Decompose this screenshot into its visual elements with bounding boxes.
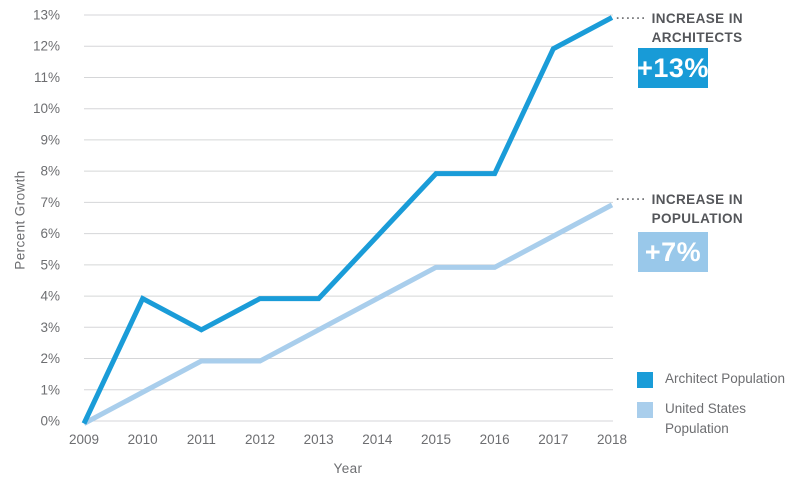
legend-swatch-icon	[637, 372, 653, 388]
y-tick-label: 1%	[40, 382, 60, 397]
series-line-architect-population	[81, 15, 614, 425]
annotation-population-text: INCREASE IN POPULATION	[652, 190, 744, 228]
y-tick-label: 0%	[40, 414, 60, 429]
y-tick-label: 3%	[40, 320, 60, 335]
annotation-architects-text: INCREASE IN ARCHITECTS	[652, 9, 743, 47]
dotted-connector-architects: ······	[616, 11, 647, 25]
y-tick-label: 10%	[33, 101, 60, 116]
y-tick-label: 8%	[40, 164, 60, 179]
annotation-population-row: ······ INCREASE IN POPULATION	[616, 190, 802, 228]
legend-item: United States Population	[637, 401, 789, 439]
dotted-connector-population: ······	[616, 192, 647, 206]
y-tick-label: 7%	[40, 195, 60, 210]
x-tick-label: 2014	[362, 432, 393, 447]
annotation-population-line2: POPULATION	[651, 211, 744, 226]
series-line-united-states-population	[82, 202, 614, 426]
x-tick-label: 2016	[480, 432, 510, 447]
annotation-architects-row: ······ INCREASE IN ARCHITECTS	[616, 9, 802, 47]
increase-architects-badge: +13%	[637, 48, 708, 88]
x-tick-label: 2009	[69, 432, 99, 447]
legend-label: Architect Population	[665, 371, 786, 386]
annotation-architects: ······ INCREASE IN ARCHITECTS +13%	[616, 9, 802, 88]
annotation-population-line1: INCREASE IN	[651, 192, 743, 207]
x-tick-label: 2010	[128, 432, 158, 447]
x-tick-label: 2011	[187, 432, 216, 447]
y-tick-label: 9%	[40, 132, 60, 147]
y-tick-label: 13%	[33, 8, 60, 23]
y-tick-label: 4%	[40, 289, 60, 304]
y-tick-label: 2%	[40, 351, 60, 366]
legend-item: Architect Population	[637, 371, 789, 389]
y-axis-title: Percent Growth	[12, 170, 28, 270]
x-axis-title: Year	[333, 461, 363, 476]
annotation-architects-line2: ARCHITECTS	[651, 30, 743, 45]
annotation-architects-line1: INCREASE IN	[651, 11, 743, 26]
y-tick-label: 11%	[34, 70, 60, 85]
y-tick-label: 12%	[33, 39, 60, 54]
y-tick-label: 6%	[40, 226, 60, 241]
y-tick-label: 5%	[40, 257, 60, 272]
legend-label: United States Population	[665, 401, 747, 436]
x-tick-label: 2015	[421, 432, 451, 447]
legend-swatch-icon	[637, 402, 653, 418]
x-tick-label: 2017	[538, 432, 568, 447]
x-tick-label: 2018	[597, 432, 627, 447]
annotation-population: ······ INCREASE IN POPULATION +7%	[616, 190, 802, 272]
legend: Architect Population United States Popula…	[637, 371, 789, 439]
increase-population-badge: +7%	[638, 232, 708, 272]
x-tick-label: 2012	[245, 432, 275, 447]
x-tick-label: 2013	[304, 432, 334, 447]
